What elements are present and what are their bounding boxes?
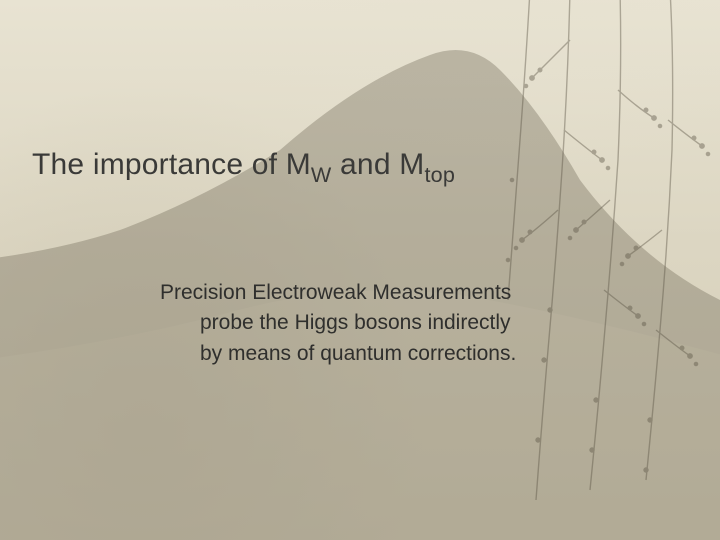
body-text: Precision Electroweak Measurements probe… — [160, 278, 590, 369]
body-line-2: probe the Higgs bosons indirectly — [160, 308, 590, 338]
title-sub-top: top — [424, 162, 455, 187]
slide-title: The importance of MW and Mtop — [32, 148, 455, 187]
title-prefix: The importance of M — [32, 148, 311, 181]
hanging-branches — [460, 0, 720, 540]
title-mid: and M — [332, 148, 425, 181]
body-line-3: by means of quantum corrections. — [160, 339, 590, 369]
body-line-1: Precision Electroweak Measurements — [160, 278, 590, 308]
title-sub-w: W — [311, 162, 332, 187]
